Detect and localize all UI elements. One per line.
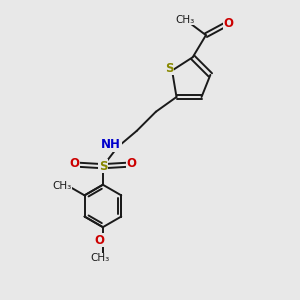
Text: CH₃: CH₃ xyxy=(90,253,110,263)
Text: CH₃: CH₃ xyxy=(52,181,72,191)
Text: CH₃: CH₃ xyxy=(176,15,195,25)
Text: O: O xyxy=(69,157,79,170)
Text: NH: NH xyxy=(101,139,121,152)
Text: S: S xyxy=(99,160,107,173)
Text: O: O xyxy=(94,234,104,247)
Text: O: O xyxy=(224,17,234,30)
Text: S: S xyxy=(165,61,173,75)
Text: O: O xyxy=(127,157,136,170)
